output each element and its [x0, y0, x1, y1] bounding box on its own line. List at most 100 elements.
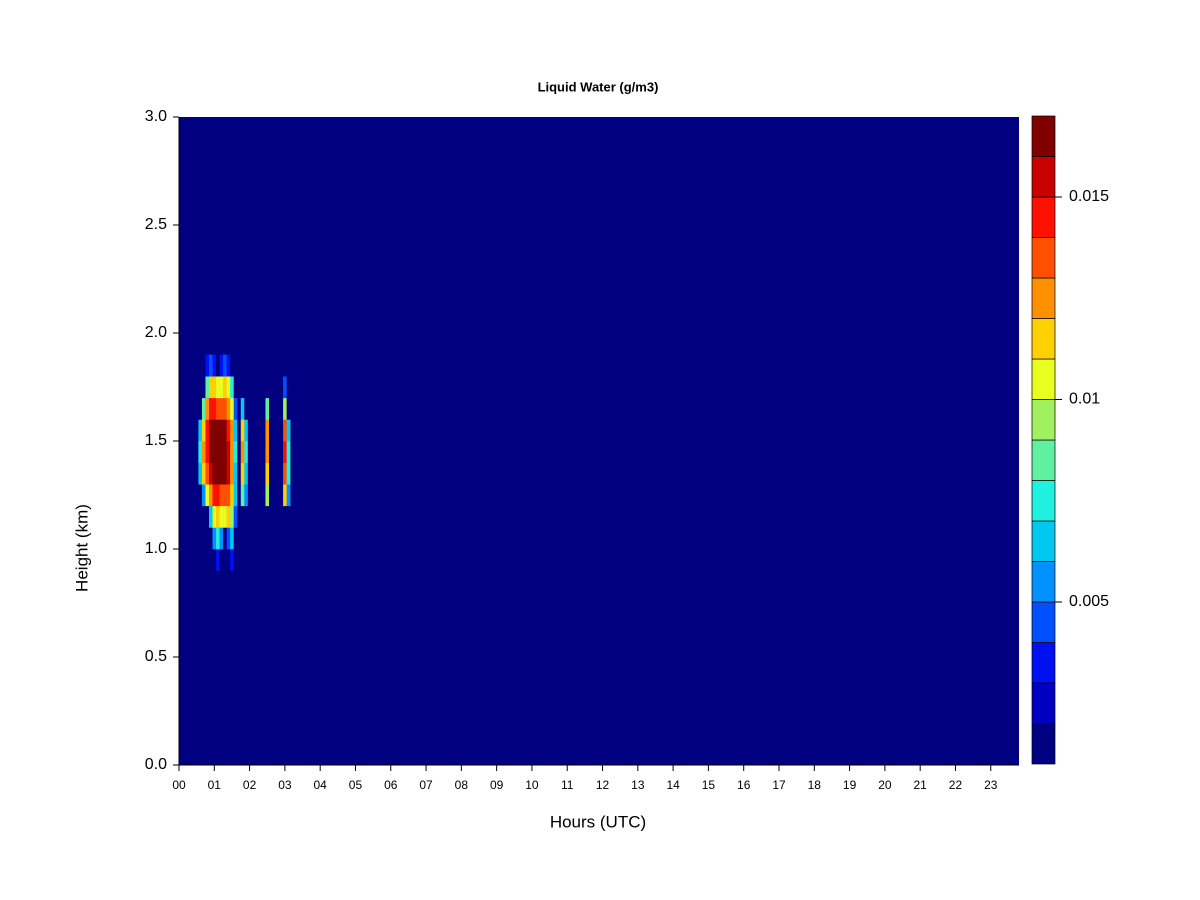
cell — [205, 505, 210, 528]
cell — [283, 397, 287, 420]
cell — [240, 484, 245, 507]
cell — [216, 505, 220, 528]
cell — [258, 397, 263, 420]
cell — [272, 505, 277, 528]
cell — [258, 484, 263, 507]
cell — [233, 441, 238, 463]
cell — [244, 505, 249, 528]
x-tick-label: 09 — [490, 778, 504, 792]
cell — [212, 397, 217, 420]
cell — [198, 527, 203, 550]
cell — [240, 549, 245, 571]
cell — [198, 505, 203, 528]
cell — [198, 397, 203, 420]
cell — [223, 376, 227, 399]
cell — [279, 419, 284, 442]
cell — [272, 441, 277, 463]
cell — [209, 397, 213, 420]
x-tick-label: 15 — [702, 778, 716, 792]
cell — [265, 505, 270, 528]
cell — [269, 462, 273, 485]
cell — [205, 397, 210, 420]
cell — [237, 527, 242, 550]
cell — [276, 354, 280, 377]
colorbar-bin — [1031, 318, 1056, 360]
x-tick-label: 18 — [808, 778, 822, 792]
cell — [283, 354, 287, 377]
cell — [230, 354, 235, 377]
cell — [254, 419, 259, 442]
cell — [261, 484, 266, 507]
cell — [272, 549, 277, 571]
cell — [230, 376, 235, 399]
cell — [254, 484, 259, 507]
cell — [244, 419, 249, 442]
cell — [240, 397, 245, 420]
y-tick-label: 2.5 — [145, 216, 167, 233]
cell — [205, 549, 210, 571]
cell — [247, 354, 252, 377]
cell — [269, 354, 273, 377]
cell — [272, 462, 277, 485]
cell — [233, 527, 238, 550]
cell — [247, 376, 252, 399]
cell — [201, 441, 206, 463]
colorbar-bin — [1031, 156, 1056, 198]
cell — [216, 376, 220, 399]
cell — [240, 505, 245, 528]
cell — [212, 527, 217, 550]
cell — [237, 419, 242, 442]
x-tick-label: 00 — [172, 778, 186, 792]
x-tick-label: 04 — [313, 778, 327, 792]
cell — [233, 462, 238, 485]
colorbar-bin — [1031, 723, 1056, 765]
cell — [233, 397, 238, 420]
cell — [223, 397, 227, 420]
colorbar-bin — [1031, 439, 1056, 481]
cell — [244, 397, 249, 420]
cell — [258, 354, 263, 377]
cell — [219, 397, 224, 420]
cell — [247, 462, 252, 485]
cell — [198, 376, 203, 399]
cell — [219, 354, 224, 377]
cell — [209, 462, 213, 485]
colorbar-bin — [1031, 642, 1056, 684]
cell — [205, 376, 210, 399]
cell — [201, 505, 206, 528]
cell — [209, 441, 213, 463]
x-tick-label: 19 — [843, 778, 857, 792]
cell — [230, 549, 235, 571]
cell — [205, 441, 210, 463]
cell — [261, 441, 266, 463]
x-tick-label: 12 — [596, 778, 610, 792]
colorbar-bin — [1031, 196, 1056, 238]
cell — [251, 505, 256, 528]
cell — [223, 484, 227, 507]
cell — [254, 549, 259, 571]
x-tick-label: 08 — [455, 778, 469, 792]
cell — [216, 527, 220, 550]
cell — [223, 354, 227, 377]
cell — [254, 462, 259, 485]
cell — [261, 549, 266, 571]
cell — [258, 441, 263, 463]
cell — [226, 484, 231, 507]
cell — [251, 397, 256, 420]
cell — [286, 419, 291, 442]
cell — [265, 484, 270, 507]
cell — [240, 376, 245, 399]
cell — [276, 527, 280, 550]
cell — [265, 354, 270, 377]
cell — [251, 354, 256, 377]
y-tick-label: 0.5 — [145, 648, 167, 665]
cell — [223, 505, 227, 528]
cell — [226, 462, 231, 485]
cell — [251, 462, 256, 485]
cell — [226, 376, 231, 399]
cell — [261, 505, 266, 528]
cell — [237, 354, 242, 377]
colorbar-bin — [1031, 277, 1056, 319]
cell — [272, 484, 277, 507]
